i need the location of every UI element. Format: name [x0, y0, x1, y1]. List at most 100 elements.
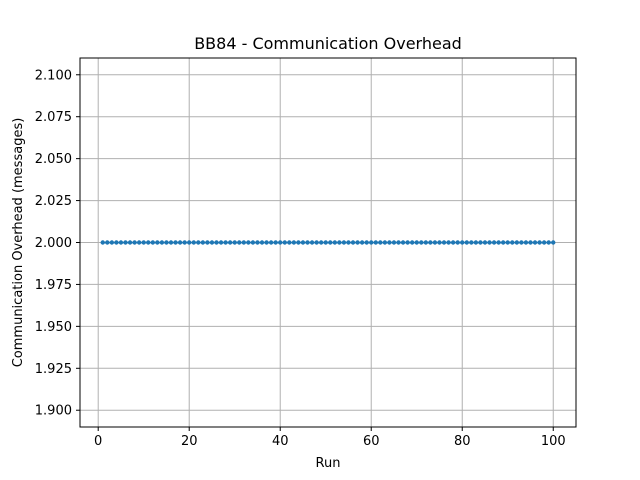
data-point [259, 240, 265, 245]
data-point [400, 240, 406, 245]
data-point [232, 240, 237, 245]
data-point [246, 240, 251, 245]
data-point [127, 240, 133, 245]
data-point [305, 240, 310, 245]
y-tick-label: 1.975 [35, 278, 72, 293]
x-tick-label: 0 [94, 434, 102, 449]
data-point [519, 240, 524, 245]
data-point [114, 240, 119, 245]
data-point [541, 240, 547, 245]
data-point [523, 240, 529, 245]
data-point [337, 240, 342, 245]
y-tick-label: 1.950 [35, 320, 72, 335]
data-point [278, 240, 283, 245]
data-point [546, 240, 551, 245]
data-point [409, 240, 415, 245]
data-point [100, 240, 105, 245]
data-point [155, 240, 160, 245]
data-point [405, 240, 410, 245]
data-point [196, 240, 201, 245]
data-point [159, 240, 165, 245]
data-point [391, 240, 397, 245]
y-axis-label: Communication Overhead (messages) [11, 118, 26, 368]
data-point [419, 240, 424, 245]
data-point [205, 240, 210, 245]
chart-title: BB84 - Communication Overhead [194, 34, 462, 53]
data-point [373, 240, 378, 245]
data-point [378, 240, 383, 245]
data-point [496, 240, 501, 245]
data-point [359, 240, 365, 245]
data-point [428, 240, 433, 245]
data-point [223, 240, 228, 245]
y-axis: 1.900 1.925 1.950 1.975 2.000 2.025 2.050 2.075… [35, 68, 80, 419]
data-point [464, 240, 469, 245]
data-point [200, 240, 206, 245]
data-point [150, 240, 156, 245]
data-point [291, 240, 297, 245]
data-point [118, 240, 124, 245]
data-point [227, 240, 233, 245]
series [100, 240, 556, 245]
data-point [296, 240, 301, 245]
data-point [214, 240, 219, 245]
data-point [346, 240, 351, 245]
data-point [177, 240, 183, 245]
x-axis: 0 20 40 60 80 100 [94, 427, 566, 449]
y-tick-label: 1.900 [35, 404, 72, 419]
data-point [487, 240, 492, 245]
data-point [173, 240, 178, 245]
y-tick-label: 2.000 [35, 236, 72, 251]
data-point [469, 240, 474, 245]
data-point [309, 240, 315, 245]
data-point [396, 240, 401, 245]
data-point [136, 240, 142, 245]
data-point [332, 240, 338, 245]
data-point [432, 240, 438, 245]
data-point [237, 240, 242, 245]
data-point [255, 240, 260, 245]
data-point [355, 240, 360, 245]
data-point [528, 240, 533, 245]
data-point [505, 240, 510, 245]
data-point [441, 240, 447, 245]
data-point [446, 240, 451, 245]
data-point [191, 240, 196, 245]
data-point [510, 240, 515, 245]
data-point [387, 240, 392, 245]
data-point [478, 240, 483, 245]
data-point [350, 240, 356, 245]
data-point [318, 240, 324, 245]
data-point [491, 240, 497, 245]
data-point [369, 240, 374, 245]
data-point [168, 240, 174, 245]
x-tick-label: 20 [181, 434, 198, 449]
data-point [146, 240, 151, 245]
data-point [455, 240, 460, 245]
data-point [105, 240, 110, 245]
data-point [268, 240, 274, 245]
x-axis-label: Run [316, 456, 341, 471]
data-point [473, 240, 479, 245]
data-point [414, 240, 419, 245]
data-point [109, 240, 115, 245]
data-point [241, 240, 247, 245]
x-tick-label: 100 [541, 434, 566, 449]
y-tick-label: 2.050 [35, 152, 72, 167]
data-point [500, 240, 506, 245]
data-point [123, 240, 128, 245]
data-point [273, 240, 278, 245]
data-point [328, 240, 333, 245]
y-tick-label: 2.100 [35, 68, 72, 83]
data-point [164, 240, 169, 245]
data-point [537, 240, 542, 245]
data-point [341, 240, 347, 245]
y-tick-label: 2.075 [35, 110, 72, 125]
x-tick-label: 60 [363, 434, 380, 449]
data-point [300, 240, 306, 245]
y-tick-label: 1.925 [35, 362, 72, 377]
data-point [551, 240, 556, 245]
data-point [141, 240, 146, 245]
